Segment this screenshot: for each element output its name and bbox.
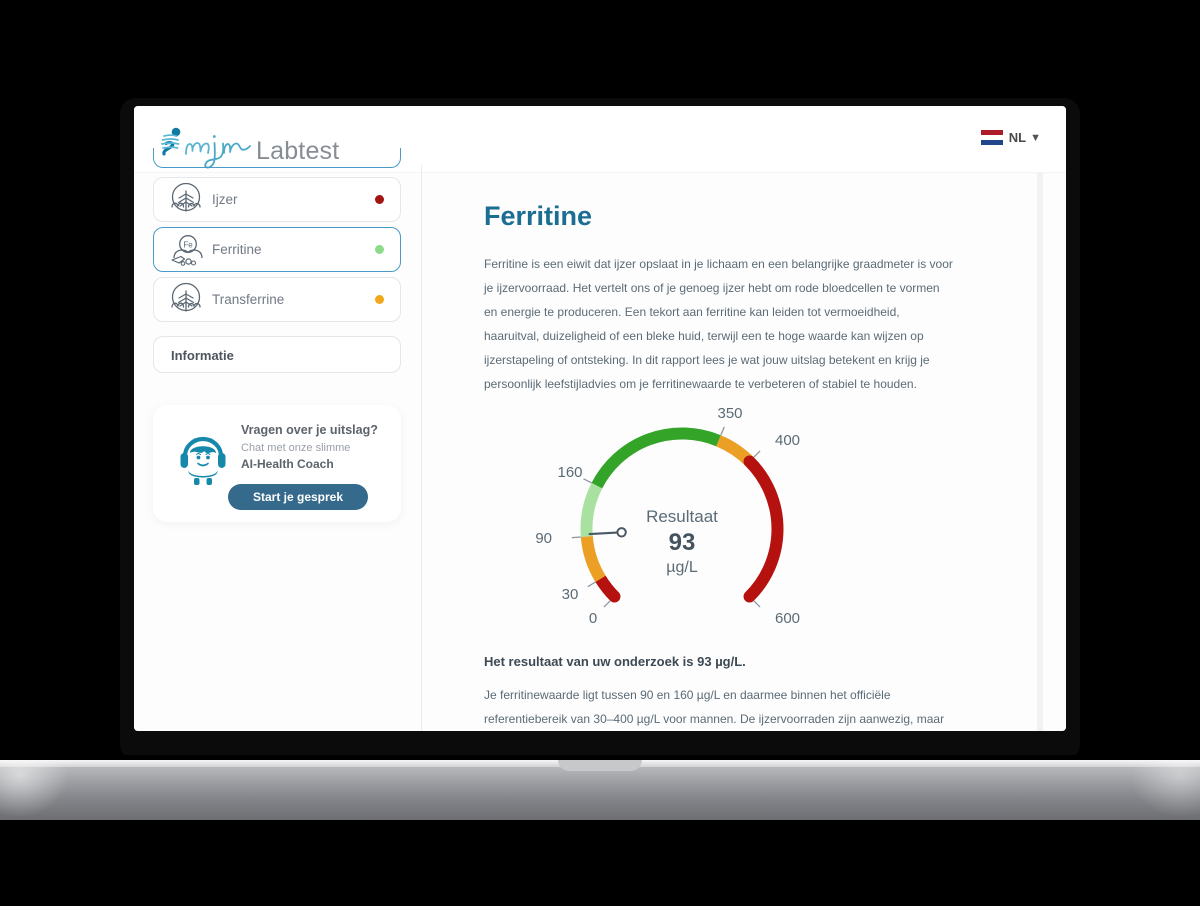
svg-text:Fe: Fe <box>183 241 193 250</box>
